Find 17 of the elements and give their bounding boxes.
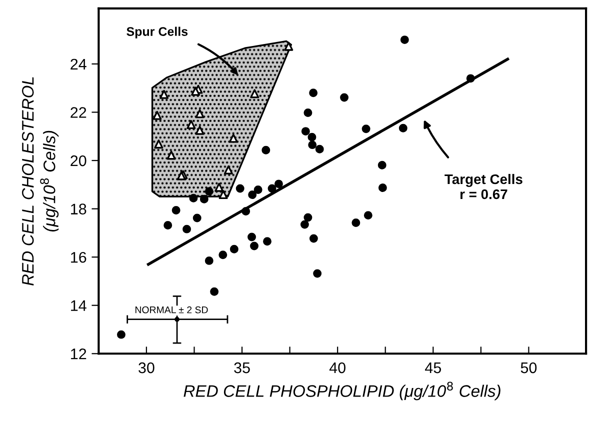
x-tick-label: 45 (424, 362, 441, 374)
y-axis-title: RED CELL CHOLESTEROL (μg/10$^{8}$ Cells) (22, 77, 59, 286)
x-tick-label: 30 (138, 362, 154, 374)
x-tick-label: 35 (234, 362, 250, 374)
x-tick-label: 40 (329, 362, 346, 374)
y-tick-label: 16 (71, 252, 86, 263)
y-tick-label: 22 (70, 107, 86, 118)
y-tick-label: 14 (71, 300, 86, 311)
annotation: Target Cells r = 0.67 (444, 174, 522, 200)
y-tick-label: 12 (71, 348, 86, 360)
y-tick-label: 18 (71, 204, 86, 214)
y-tick-label: 20 (70, 155, 86, 166)
annotation: NORMAL ± 2 SD (135, 306, 208, 314)
y-tick-label: 24 (70, 58, 86, 70)
x-axis-title: RED CELL PHOSPHOLIPID (μg/10$^{8}$ Cells) (184, 382, 500, 400)
x-tick-label: 50 (520, 362, 537, 374)
annotation: Spur Cells (126, 26, 188, 38)
